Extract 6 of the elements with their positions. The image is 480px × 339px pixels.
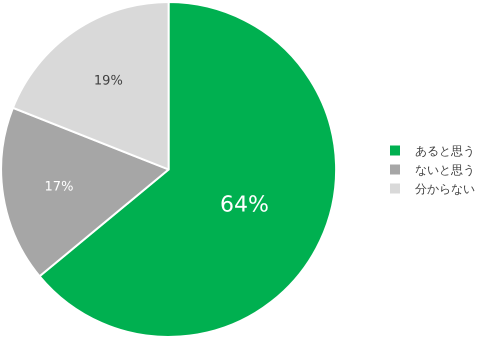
legend-label: 分からない xyxy=(415,182,475,196)
legend-label: ないと思う xyxy=(415,163,475,178)
data-label: 19% xyxy=(94,73,123,88)
legend-label: あると思う xyxy=(415,144,475,158)
data-label: 64% xyxy=(220,192,269,218)
data-label: 17% xyxy=(44,179,74,194)
